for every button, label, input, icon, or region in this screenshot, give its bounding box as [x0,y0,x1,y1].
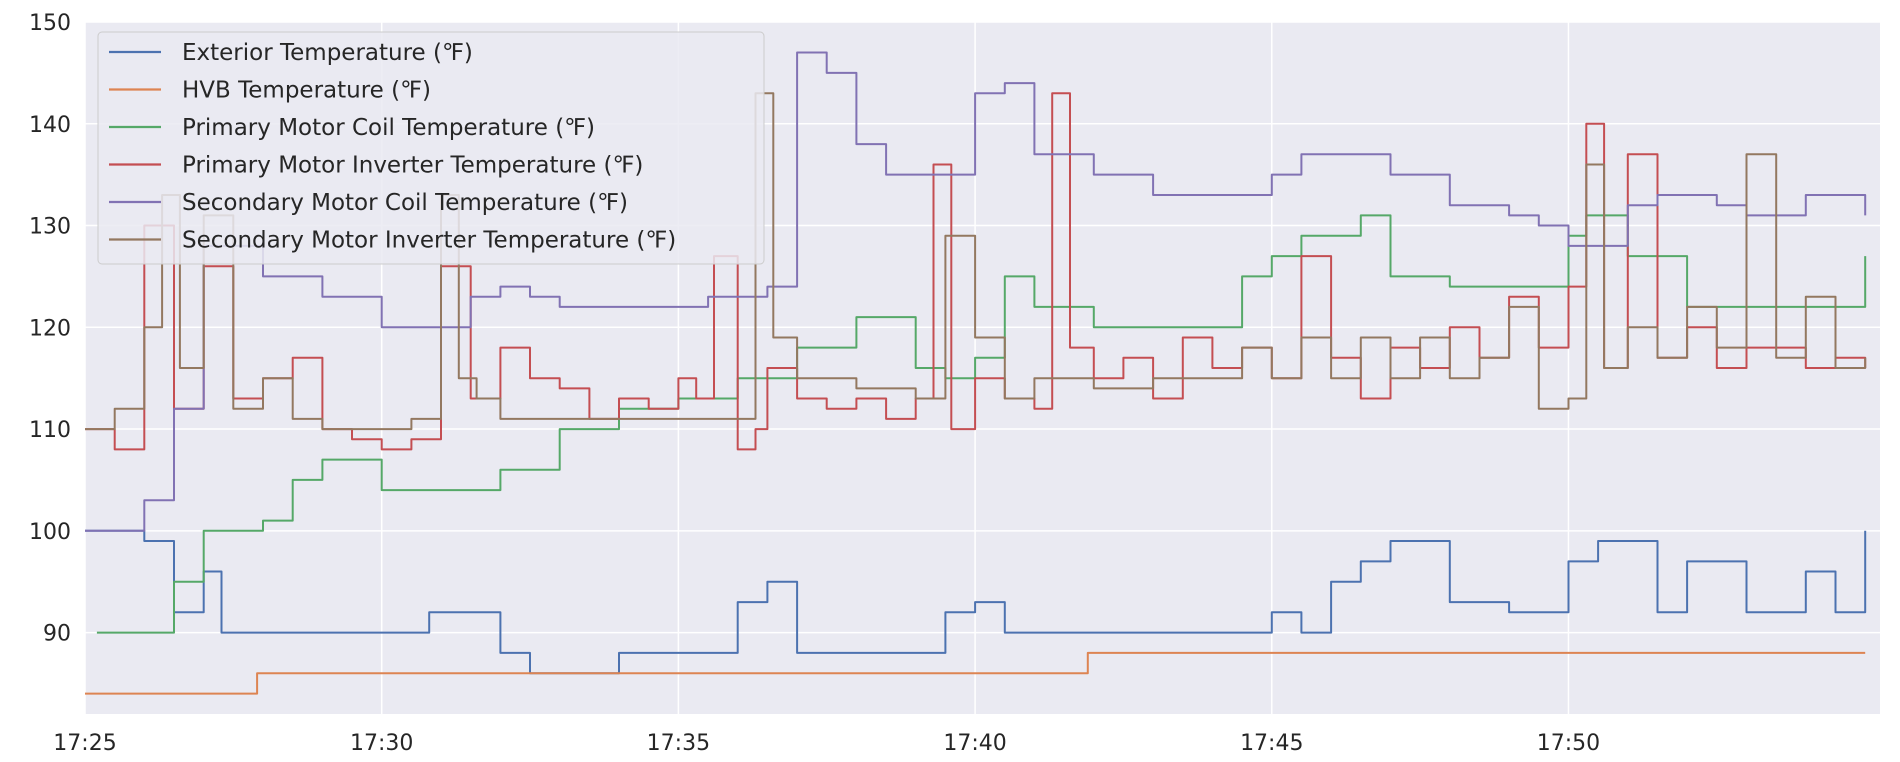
x-tick-label: 17:35 [647,731,710,756]
y-tick-label: 90 [43,622,71,647]
legend-box [97,31,765,265]
legend: Exterior Temperature (℉) HVB Temperature … [97,31,765,265]
legend-label: Secondary Motor Coil Temperature (℉) [182,190,628,216]
x-tick-label: 17:40 [943,731,1006,756]
x-tick-label: 17:45 [1240,731,1303,756]
series-line-2 [96,214,1867,634]
legend-label: HVB Temperature (℉) [182,78,431,104]
series-lines [85,51,1867,695]
series-line-0 [85,529,1867,675]
y-tick-label: 110 [29,418,71,443]
x-tick-label: 17:30 [350,731,413,756]
series-line-5 [85,92,1867,431]
x-axis-tick-labels: 17:25 17:30 17:35 17:40 17:45 17:50 [53,731,1600,756]
y-axis-tick-labels: 90 100 110 120 130 140 150 [29,11,71,647]
x-tick-label: 17:50 [1537,731,1600,756]
legend-label: Secondary Motor Inverter Temperature (℉) [182,228,676,254]
legend-label: Exterior Temperature (℉) [182,40,473,66]
y-tick-label: 150 [29,11,71,36]
y-tick-label: 120 [29,316,71,341]
y-tick-label: 100 [29,520,71,545]
series-line-3 [85,92,1867,451]
y-tick-label: 130 [29,215,71,240]
y-tick-label: 140 [29,113,71,138]
x-tick-label: 17:25 [53,731,116,756]
legend-label: Primary Motor Inverter Temperature (℉) [182,153,643,179]
legend-label: Primary Motor Coil Temperature (℉) [182,115,595,141]
series-line-1 [85,651,1866,695]
series-line-4 [85,51,1867,532]
